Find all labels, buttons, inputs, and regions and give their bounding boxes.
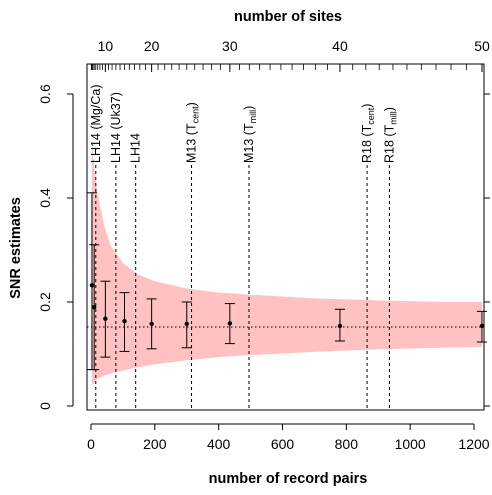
annotation-label: R18 (Tcent) — [360, 104, 376, 163]
annotation-label: M13 (Tcent) — [185, 102, 201, 163]
plot-frame — [86, 63, 485, 411]
top-tick-label: 50 — [474, 38, 490, 54]
point-marker — [91, 305, 97, 310]
annotation-lines — [95, 165, 390, 410]
point-marker — [122, 319, 127, 324]
y-tick-label: 0 — [37, 402, 53, 410]
confidence-band — [92, 146, 482, 386]
x-tick-label: 1000 — [395, 436, 426, 452]
annotation-labels: LH14 (Mg/Ca) LH14 (Uk37) LH14 M13 (Tcent) M1… — [89, 85, 399, 164]
data-point — [476, 310, 487, 343]
annotation-label: LH14 (Uk37) — [109, 92, 123, 163]
annotation-label: LH14 — [129, 133, 143, 163]
y-tick-label: 0.4 — [37, 188, 53, 208]
top-axis-title: number of sites — [234, 9, 342, 25]
point-marker — [337, 323, 343, 329]
data-point — [181, 301, 192, 349]
point-marker — [184, 321, 189, 327]
x-tick-label: 800 — [335, 436, 359, 452]
x-axis-title: number of record pairs — [209, 471, 368, 487]
point-marker — [479, 323, 485, 329]
data-point — [334, 308, 345, 342]
data-point — [86, 192, 97, 371]
point-marker — [227, 321, 233, 326]
axes: 0 200 400 600 800 1000 1200 0 0.2 0.4 0.6 10 20 30 40 5… — [37, 38, 490, 452]
x-tick-label: 600 — [271, 436, 295, 452]
x-tick-label: 400 — [207, 436, 231, 452]
y-tick-label: 0.2 — [37, 292, 53, 312]
top-tick-label: 30 — [222, 38, 238, 54]
data-points — [86, 192, 487, 371]
data-point — [89, 244, 100, 371]
top-tick-label: 10 — [98, 38, 114, 54]
annotation-label: M13 (Tmill) — [242, 106, 258, 163]
x-tick-label: 1200 — [458, 436, 489, 452]
point-marker — [149, 321, 154, 327]
annotation-label: LH14 (Mg/Ca) — [89, 85, 103, 164]
data-point — [146, 298, 157, 350]
top-tick-label: 20 — [144, 38, 160, 54]
x-tick-label: 200 — [143, 436, 167, 452]
top-tick-label: 40 — [332, 38, 348, 54]
band-area — [92, 146, 482, 386]
point-marker — [103, 316, 108, 321]
data-point — [224, 303, 235, 345]
data-point — [100, 280, 111, 358]
y-axis-title: SNR estimates — [8, 197, 24, 299]
x-tick-label: 0 — [87, 436, 95, 452]
point-marker — [89, 283, 95, 288]
annotation-label: R18 (Tmill) — [382, 107, 398, 163]
y-tick-label: 0.6 — [37, 84, 53, 104]
data-point — [119, 292, 130, 352]
